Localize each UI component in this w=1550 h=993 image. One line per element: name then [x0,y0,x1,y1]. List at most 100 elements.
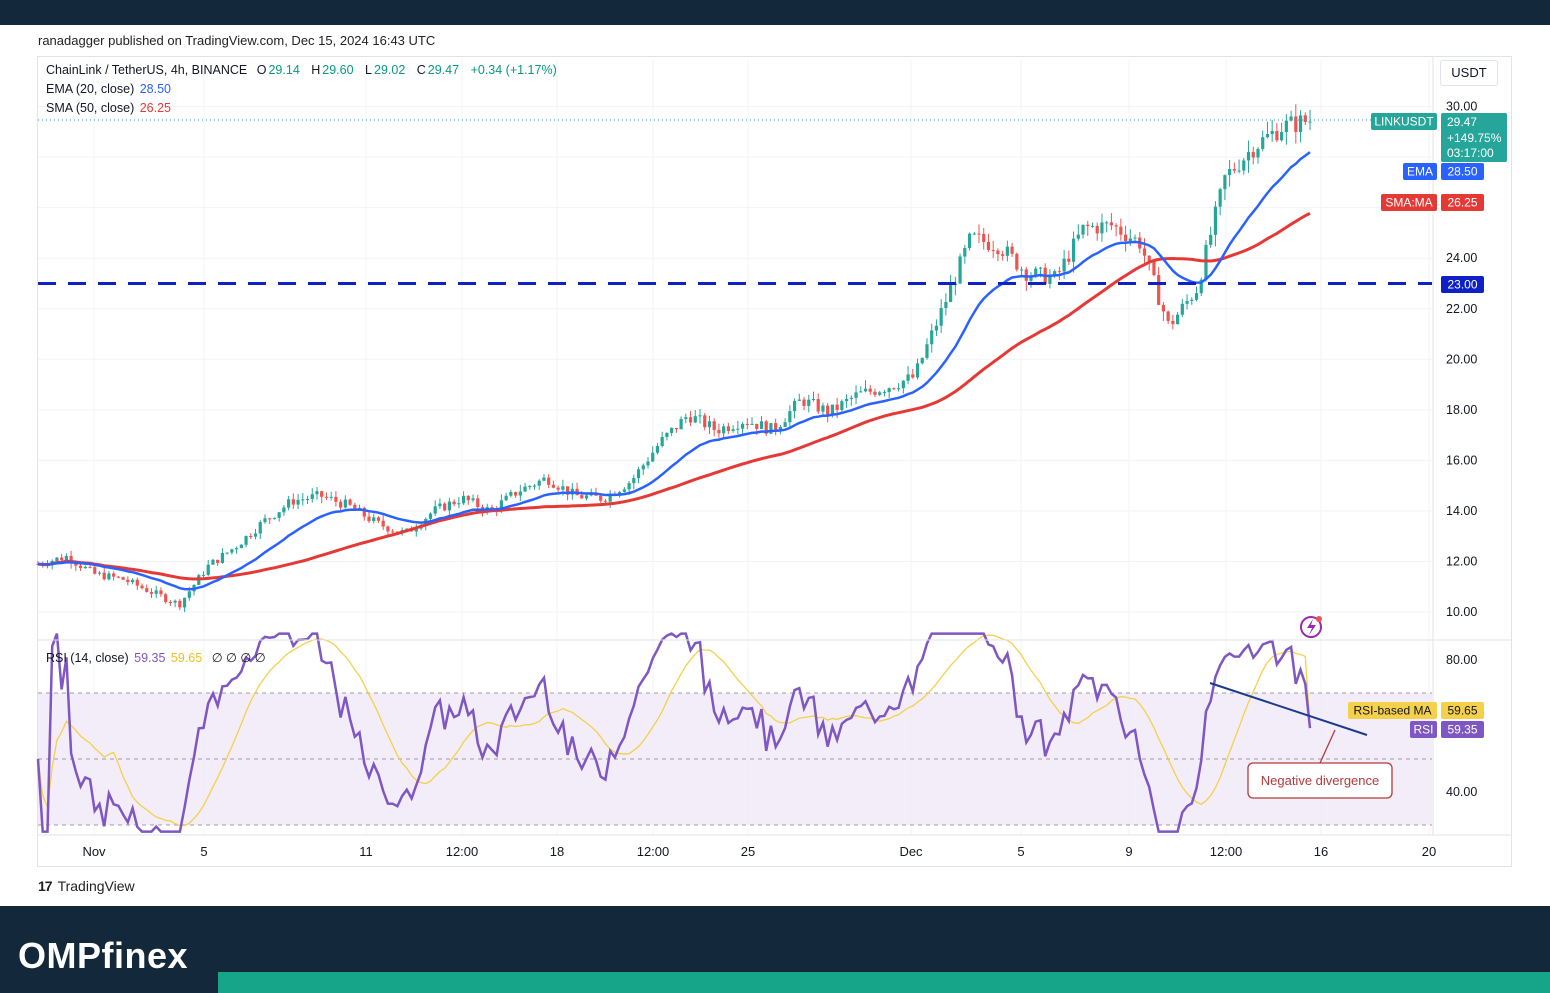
candle [291,493,295,509]
candle-body [1190,299,1194,302]
time-tick-label: 11 [359,844,373,859]
candle-body [679,418,683,430]
tag-level-box [1441,276,1484,293]
candle-body [1308,121,1312,123]
candle-body [74,563,78,566]
candle-body [1275,130,1279,141]
annotation-pointer [1319,729,1336,764]
candle [632,474,636,490]
candle [556,485,560,493]
candle [178,599,182,611]
tag-rsi-ma-value-box [1441,702,1484,719]
candle-body [561,486,565,490]
candle-body [1010,246,1014,254]
candle-body [1100,222,1104,234]
candle-body [277,512,281,518]
tag-sma-value-box [1441,194,1484,211]
candle [528,485,532,490]
candle [466,495,470,505]
candle-body [878,392,882,395]
candle [107,571,111,581]
candle-body [1157,275,1161,305]
candle-body [1194,293,1199,300]
candle-body [1005,246,1009,256]
tag-ema-value-box [1441,163,1484,180]
time-tick-label: Nov [82,844,106,859]
candle-body [282,507,286,513]
candle [551,480,556,489]
tag-rsi-ma-name-text: RSI-based MA [1353,704,1431,718]
candle-body [518,491,522,496]
candle [348,498,352,507]
currency-selector[interactable]: USDT [1440,60,1498,86]
candle-body [182,597,187,608]
candle [461,491,466,506]
candle [97,570,102,576]
candle [433,500,437,517]
candle-body [206,564,210,575]
candle-body [967,233,972,248]
time-tick-label: 5 [1017,844,1024,859]
candle-body [249,536,253,538]
tag-sma-value: 26.25 [1441,194,1484,211]
candle-body [930,330,934,345]
candle-body [892,388,896,390]
tradingview-brand: TradingView [57,878,135,894]
candle-body [703,415,707,428]
candle [1119,218,1123,241]
tag-ema-value: 28.50 [1441,163,1484,180]
candle [1166,310,1170,325]
candle-body [844,398,849,402]
candle [1175,311,1180,325]
candle [1213,201,1218,247]
candle-body [272,517,277,519]
candle [1067,250,1071,265]
candle [646,456,650,469]
candle-body [1090,225,1095,227]
candle [258,520,262,540]
candle [1270,120,1274,142]
candle-body [216,559,220,563]
candle [116,575,120,579]
price-tick-label: 18.00 [1446,403,1477,417]
candle [268,517,272,524]
candle-body [897,388,901,390]
candle-body [164,594,168,602]
candle-body [1171,320,1175,325]
candle [263,514,267,524]
candle-body [977,233,981,235]
candle-body [201,574,206,576]
ema-line [37,151,1311,591]
candle-body [736,428,740,430]
candle [126,576,130,586]
candle-body [627,483,631,490]
candle [707,415,712,435]
candle [249,533,253,540]
candle-body [107,573,111,580]
candle [688,410,693,426]
time-tick-label: 12:00 [1210,844,1243,859]
candle-body [750,423,754,425]
candle [636,466,641,484]
candle [523,482,527,492]
candle-body [674,427,678,430]
candle [329,491,333,501]
candle [1246,140,1251,173]
candle [1303,112,1307,126]
candle-body [608,493,612,502]
candle [1024,267,1028,291]
candle [897,383,901,392]
candle [272,517,277,520]
candle-body [1062,258,1066,272]
candle-body [1147,255,1151,262]
candle [1109,213,1113,231]
candle-body [1024,269,1028,281]
candle-body [1298,115,1303,132]
candle-body [523,486,527,492]
candle-body [759,421,764,429]
candle-body [542,477,546,481]
candle [816,393,820,415]
tag-sma-name-text: SMA:MA [1385,196,1432,210]
legend-sma-value: 26.25 [139,101,171,115]
